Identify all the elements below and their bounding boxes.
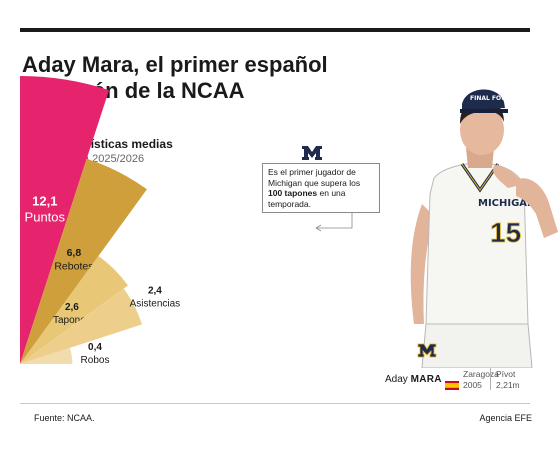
source-note: Fuente: NCAA.: [34, 413, 95, 423]
value-label-puntos: 12,1: [32, 194, 57, 209]
spain-flag-icon: [445, 381, 459, 390]
annotation-box: Es el primer jugador de Michigan que sup…: [262, 163, 380, 213]
player-last-name: MARA: [410, 374, 442, 385]
value-label-asistencias: 2,4: [148, 285, 162, 296]
headline: Aday Mara, el primer español campeón de …: [22, 52, 328, 103]
info-divider: [490, 368, 491, 390]
category-label-tapones: Tapones: [53, 315, 91, 326]
annotation-text-before: Es el primer jugador de Michigan que sup…: [268, 167, 361, 188]
value-label-robos: 0,4: [88, 342, 102, 353]
michigan-logo-icon: [302, 146, 322, 160]
sector-robos: [20, 347, 73, 364]
bottom-rule: [20, 403, 530, 404]
category-label-rebotes: Rebotes: [54, 261, 93, 273]
annotation-highlight: 100 tapones: [268, 188, 318, 198]
value-label-rebotes: 6,8: [67, 247, 82, 259]
cap-text: FINAL FOUR: [470, 95, 511, 102]
top-rule: [20, 28, 530, 32]
category-label-puntos: Puntos: [25, 210, 66, 225]
player-birth-year: 2005: [463, 380, 482, 390]
sector-tapones: [20, 256, 128, 364]
annotation-arrow-icon: [315, 224, 322, 232]
sector-rebotes: [20, 158, 147, 364]
player-position: Pívot: [496, 369, 516, 379]
jersey-number: 15: [490, 217, 521, 248]
annotation-text-after: en una temporada.: [268, 188, 346, 209]
annotation-leader-line: [316, 212, 353, 229]
player-name: Aday MARA: [385, 374, 442, 385]
sector-asistencias: [20, 288, 142, 364]
value-label-tapones: 2,6: [65, 302, 79, 313]
player-illustration: MICHIGAN 15 FINAL FOUR: [410, 89, 558, 368]
credit-note: Agencia EFE: [479, 413, 532, 423]
player-first-name: Aday: [385, 374, 408, 385]
player-height: 2,21m: [496, 380, 520, 390]
player-city: Zaragoza: [463, 369, 499, 379]
jersey-team-text: MICHIGAN: [478, 198, 535, 209]
category-label-asistencias: Asistencias: [130, 298, 181, 309]
category-label-robos: Robos: [81, 355, 110, 366]
sector-puntos: [20, 76, 109, 364]
